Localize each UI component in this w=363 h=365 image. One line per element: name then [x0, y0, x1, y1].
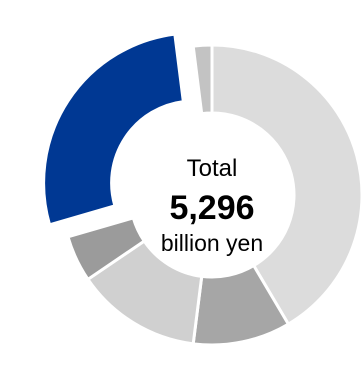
donut-slice-5: [42, 32, 186, 227]
center-total-unit: billion yen: [161, 230, 263, 256]
center-total-label: Total: [187, 155, 238, 182]
donut-slice-6: [191, 43, 214, 116]
center-total-value: 5,296: [169, 189, 254, 227]
donut-slices: [42, 32, 363, 347]
donut-hole: [130, 113, 294, 277]
